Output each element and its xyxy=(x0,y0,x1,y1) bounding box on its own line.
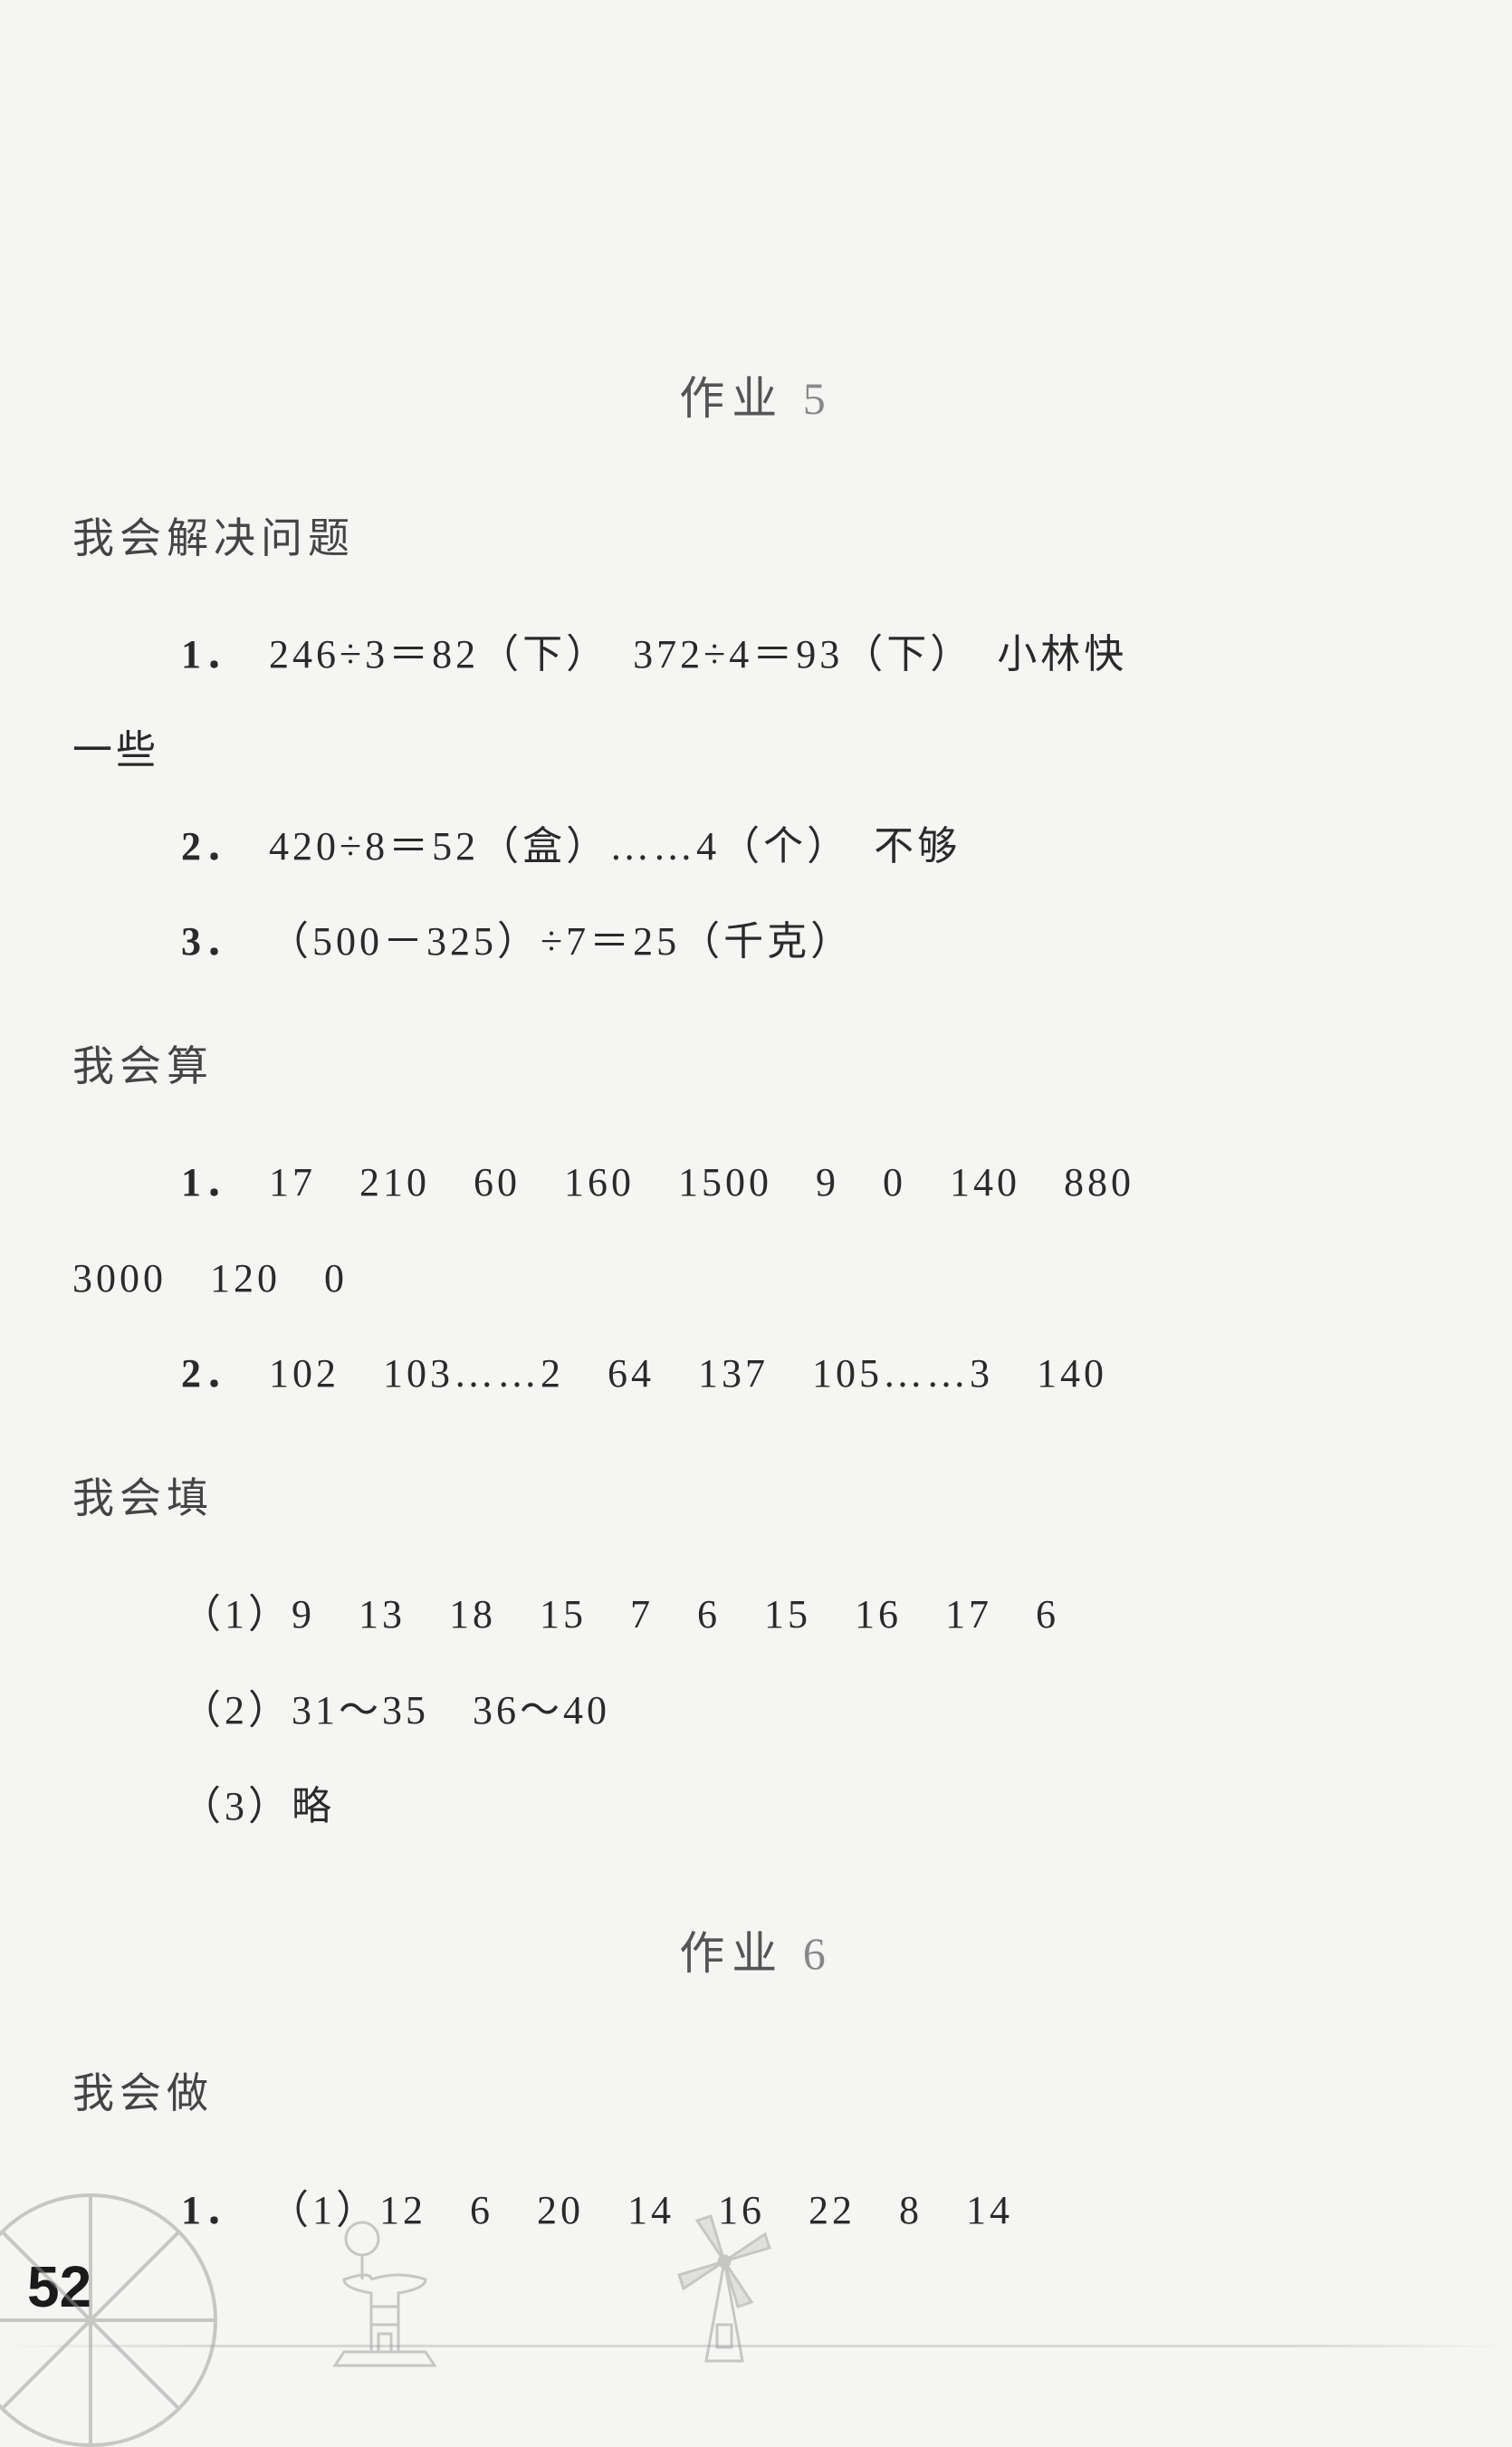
windmill-icon xyxy=(652,2207,797,2375)
ferris-wheel-icon xyxy=(0,2193,217,2447)
title6-num: 6 xyxy=(803,1928,833,1979)
solve-2: 420÷8＝52（盒）……4（个） 不够 xyxy=(269,824,961,868)
section-solve: 我会解决问题 xyxy=(72,489,1440,589)
title5-num: 5 xyxy=(803,373,833,424)
label-1b: 1． xyxy=(181,1160,248,1204)
fill-line-2: （2）31～35 36～40 xyxy=(72,1663,1440,1759)
fill-line-1: （1）9 13 18 15 7 6 15 16 17 6 xyxy=(72,1567,1440,1663)
calc-1a: 17 210 60 160 1500 9 0 140 880 xyxy=(269,1160,1134,1204)
solve-1a: 246÷3＝82（下） 372÷4＝93（下） 小林快 xyxy=(269,632,1127,677)
title6-text: 作业 xyxy=(679,1928,784,1979)
calc-line-2: 2． 102 103……2 64 137 105……3 140 xyxy=(72,1326,1440,1422)
solve-line-1: 1． 246÷3＝82（下） 372÷4＝93（下） 小林快 xyxy=(72,607,1440,703)
label-3: 3． xyxy=(181,919,248,964)
fill-line-3: （3）略 xyxy=(72,1759,1440,1855)
calc-2: 102 103……2 64 137 105……3 140 xyxy=(269,1351,1107,1396)
section-do: 我会做 xyxy=(72,2044,1440,2144)
solve-3: （500－325）÷7＝25（千克） xyxy=(269,919,854,964)
label-2: 2． xyxy=(181,824,248,868)
assignment-5-title: 作业 5 xyxy=(72,344,1440,453)
label-1: 1． xyxy=(181,632,248,677)
page-content: 作业 5 我会解决问题 1． 246÷3＝82（下） 372÷4＝93（下） 小… xyxy=(0,0,1512,2258)
solve-line-2: 2． 420÷8＝52（盒）……4（个） 不够 xyxy=(72,799,1440,895)
solve-line-3: 3． （500－325）÷7＝25（千克） xyxy=(72,894,1440,990)
section-fill: 我会填 xyxy=(72,1449,1440,1549)
calc-line-1: 1． 17 210 60 160 1500 9 0 140 880 xyxy=(72,1135,1440,1231)
footer-decoration xyxy=(0,2193,1512,2375)
assignment-6-title: 作业 6 xyxy=(72,1899,1440,2008)
solve-line-1b: 一些 xyxy=(72,703,1440,799)
pagoda-icon xyxy=(317,2216,444,2375)
section-calc: 我会算 xyxy=(72,1017,1440,1117)
title5-text: 作业 xyxy=(679,373,784,424)
label-2b: 2． xyxy=(181,1351,248,1396)
calc-line-1b: 3000 120 0 xyxy=(72,1231,1440,1327)
